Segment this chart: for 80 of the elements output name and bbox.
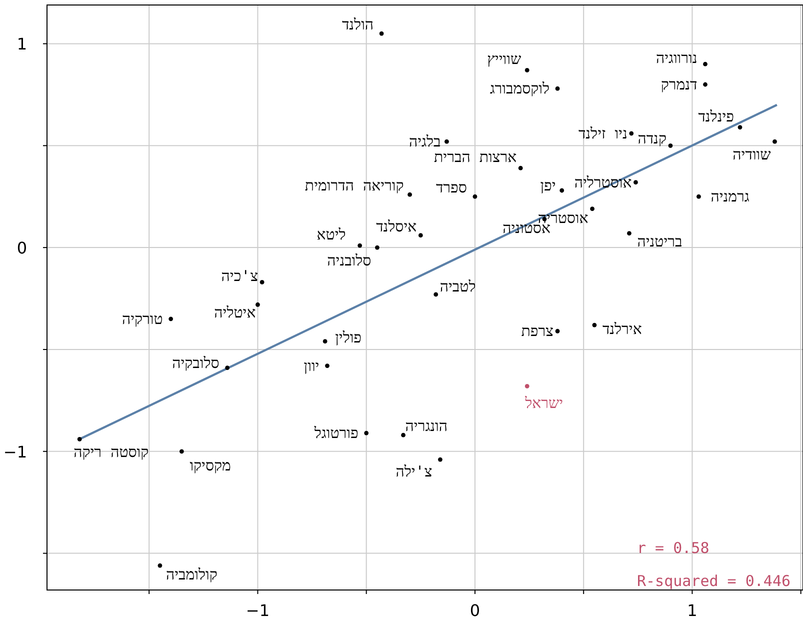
x-tick-label: 1 — [687, 601, 698, 620]
annotation: ליטא — [316, 226, 346, 244]
point — [77, 436, 82, 442]
y-tick-label: 1 — [16, 34, 27, 54]
annotation: קוסטה ריקה — [74, 443, 149, 462]
annotation: פולין — [335, 328, 362, 346]
point — [179, 449, 184, 454]
point — [738, 125, 742, 130]
annotation: טורקיה — [122, 310, 163, 328]
annotation: צרפת — [521, 322, 554, 340]
annotation: מקסיקו — [190, 456, 232, 474]
point — [668, 143, 673, 148]
point — [375, 245, 380, 250]
point — [555, 328, 560, 334]
annotation: צ'כיה — [221, 267, 258, 286]
annotation: לטביה — [440, 277, 476, 296]
point — [627, 231, 632, 236]
annotation: איטליה — [214, 304, 256, 322]
point — [358, 243, 362, 248]
annotation: יפן — [540, 176, 556, 194]
annotation: יוון — [304, 356, 320, 375]
annotation: r = 0.58 — [637, 539, 710, 557]
point — [322, 339, 328, 344]
point — [325, 364, 330, 368]
annotation: לוקסמבורג — [490, 80, 550, 98]
point — [772, 139, 777, 144]
point — [364, 430, 369, 436]
point — [590, 206, 594, 212]
annotation: סלובניה — [327, 252, 372, 270]
point — [703, 82, 708, 87]
annotation: בלגיה — [408, 132, 441, 151]
annotation: בריטניה — [637, 232, 682, 250]
x-tick-label: 0 — [470, 601, 480, 620]
point — [260, 280, 264, 284]
annotation: איסלנד — [376, 217, 417, 236]
annotation: סלובקיה — [172, 354, 220, 372]
point — [703, 62, 708, 66]
point — [560, 188, 564, 193]
point — [629, 131, 634, 136]
annotation: שוודיה — [732, 146, 772, 164]
point — [418, 233, 423, 238]
point — [444, 139, 449, 144]
annotation: הונגריה — [405, 417, 448, 436]
annotation: קולומביה — [166, 566, 218, 584]
point — [401, 432, 406, 438]
annotation: צ'ילה — [396, 462, 432, 481]
y-tick-label: 0 — [16, 238, 27, 258]
point — [379, 31, 384, 36]
annotation: ישראל — [524, 394, 564, 412]
annotation: קנדה — [638, 130, 666, 148]
annotation: ספרד — [436, 178, 467, 197]
annotation: אירלנד — [602, 320, 642, 338]
annotation: נורווגיה — [656, 49, 698, 68]
x-tick-label: −1 — [246, 601, 270, 620]
annotation: ניו זילנד — [578, 124, 628, 142]
annotation: פורטוגל — [313, 424, 358, 442]
annotation: גרמניה — [710, 188, 750, 206]
point — [524, 68, 530, 72]
point — [555, 86, 560, 91]
point — [168, 316, 174, 322]
point — [225, 366, 230, 370]
point — [472, 194, 478, 199]
point — [696, 194, 701, 199]
annotation: פינלנד — [698, 107, 734, 126]
point — [256, 302, 260, 307]
point — [438, 457, 442, 462]
point — [518, 166, 523, 170]
annotation: קוריאה הדרומית — [304, 176, 404, 195]
annotation: ארצות הברית — [434, 148, 517, 166]
point — [524, 384, 530, 388]
y-tick-label: −1 — [3, 442, 27, 462]
annotation: הולנד — [342, 16, 374, 34]
point — [634, 180, 638, 185]
point — [434, 292, 438, 297]
point — [408, 192, 412, 197]
annotation: שווייץ — [487, 50, 522, 68]
point — [592, 322, 597, 328]
point — [158, 563, 162, 568]
annotation: דנמרק — [660, 75, 698, 94]
annotation: R-squared = 0.446 — [637, 572, 791, 590]
